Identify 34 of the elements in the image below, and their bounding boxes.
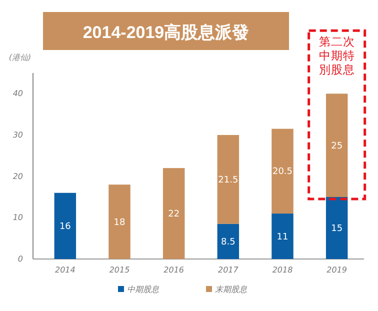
legend-label: 末期股息 [215, 285, 247, 294]
bar [162, 168, 185, 259]
y-axis-title: (港仙) [8, 53, 32, 62]
data-label: 20.5 [272, 167, 293, 178]
data-label: 18 [114, 218, 126, 228]
data-label: 21.5 [218, 175, 238, 186]
data-label: 25 [331, 141, 343, 152]
data-label: 15 [331, 224, 343, 234]
y-tick-label: 0 [18, 254, 23, 264]
x-tick-label: 2014 [54, 266, 76, 275]
y-tick-label: 20 [12, 172, 23, 181]
bar [54, 192, 76, 259]
data-label: 11 [276, 232, 288, 242]
bar [272, 214, 294, 259]
x-tick-label: 2019 [326, 266, 348, 275]
bar [217, 135, 240, 224]
data-label: 22 [168, 210, 180, 220]
bar [326, 197, 348, 259]
data-label: 16 [59, 222, 72, 232]
annotation: 第二次中期特別股息 [318, 34, 355, 77]
y-tick-label: 30 [12, 130, 23, 140]
x-tick-label: 2017 [218, 266, 240, 275]
data-label: 8.5 [221, 237, 236, 248]
y-tick-label: 10 [12, 213, 23, 222]
x-tick-label: 2015 [109, 266, 130, 275]
bar [108, 184, 130, 259]
x-tick-label: 2018 [272, 266, 293, 275]
x-tick-label: 2016 [164, 266, 184, 275]
legend-label: 中期股息 [127, 285, 159, 294]
chart-title: 2014-2019高股息派發 [82, 23, 250, 42]
y-tick-label: 40 [12, 89, 23, 98]
bar [217, 224, 240, 259]
bar [326, 94, 348, 197]
bar [272, 128, 294, 214]
